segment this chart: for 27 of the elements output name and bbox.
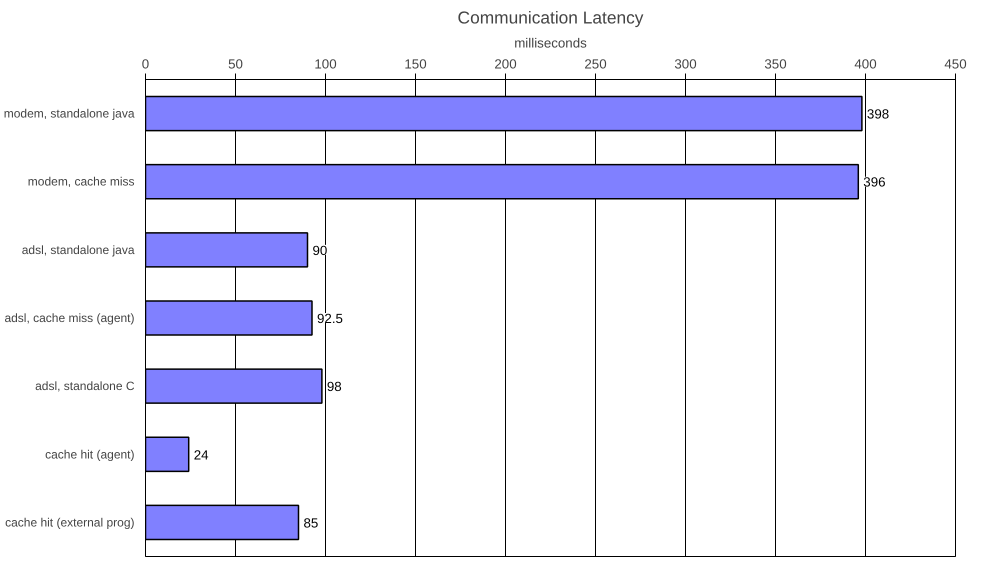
x-tick-label: 150 (404, 56, 427, 72)
data-label: 98 (326, 379, 342, 394)
y-tick-label: adsl, standalone C (35, 379, 135, 394)
data-label: 92.5 (317, 311, 343, 326)
data-label: 85 (304, 515, 318, 530)
y-tick-label: adsl, standalone java (22, 242, 135, 257)
x-tick-label: 450 (944, 56, 967, 72)
chart-title: Communication Latency (458, 8, 644, 28)
y-tick-label: modem, standalone java (4, 106, 135, 121)
x-tick-label: 300 (674, 56, 697, 72)
data-label: 396 (863, 174, 886, 190)
x-axis-title: milliseconds (514, 36, 588, 50)
y-tick-label: cache hit (external prog) (5, 515, 135, 530)
x-tick-label: 100 (314, 56, 337, 72)
x-tick-label: 200 (494, 56, 517, 72)
bar (146, 436, 190, 472)
y-tick-label: cache hit (agent) (45, 447, 135, 462)
data-label: 90 (312, 242, 328, 258)
x-tick-label: 350 (764, 56, 787, 72)
data-label: 24 (194, 447, 210, 462)
x-tick-label: 250 (584, 56, 607, 72)
y-tick-label: adsl, cache miss (agent) (4, 311, 135, 325)
x-tick-label: 400 (854, 56, 877, 72)
x-tick-label: 50 (228, 56, 243, 72)
x-tick-label: 0 (142, 56, 150, 72)
data-label: 398 (866, 106, 890, 122)
y-tick-label: modem, cache miss (28, 174, 135, 189)
